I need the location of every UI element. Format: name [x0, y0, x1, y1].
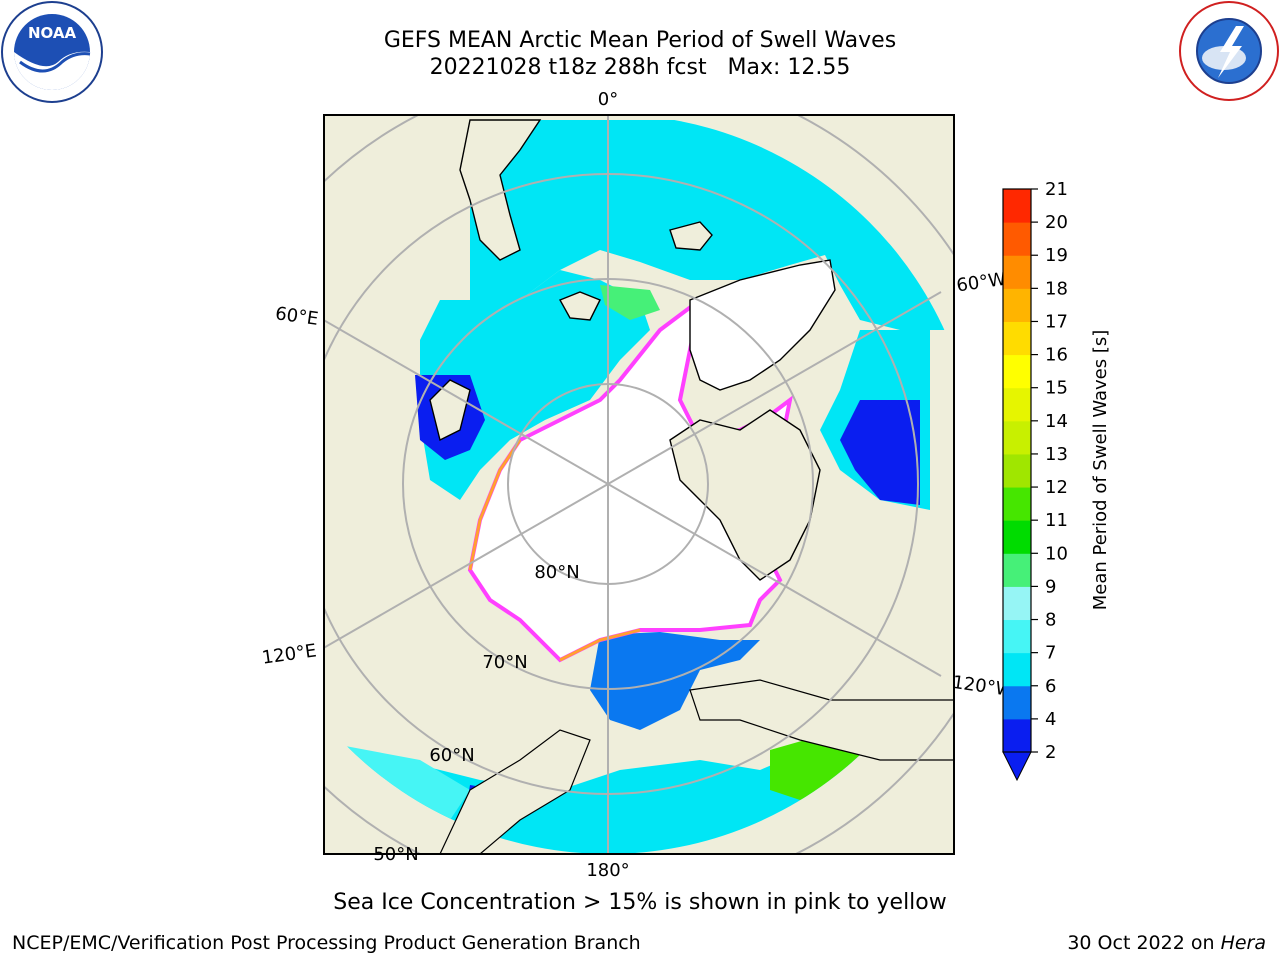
colorbar-swatch	[1003, 453, 1031, 488]
lat-label-70n: 70°N	[482, 652, 527, 673]
colorbar-swatch	[1003, 222, 1031, 256]
colorbar-frame	[1002, 188, 1032, 753]
sea-ice-note: Sea Ice Concentration > 15% is shown in …	[333, 890, 947, 915]
colorbar-swatch	[1003, 487, 1031, 521]
colorbar-swatch	[1003, 586, 1031, 621]
lat-label-50n: 50°N	[373, 844, 418, 865]
iceland	[669, 221, 713, 251]
colorbar-swatch	[1003, 652, 1031, 687]
colorbar-tick-label: 2	[1045, 742, 1056, 763]
footer-machine: Hera	[1220, 932, 1266, 954]
greenland	[689, 259, 836, 391]
svalbard	[559, 291, 601, 321]
colorbar-swatch	[1003, 321, 1031, 356]
scandinavia	[459, 119, 542, 261]
footer-credit: NCEP/EMC/Verification Post Processing Pr…	[12, 932, 641, 954]
footer-date: 30 Oct 2022 on Hera	[1067, 932, 1266, 954]
colorbar-swatch	[1003, 718, 1031, 753]
lon-label-60e: 60°E	[274, 303, 320, 330]
colorbar-tick-label: 10	[1045, 543, 1068, 564]
colorbar-tick-label: 20	[1045, 212, 1068, 233]
colorbar-tick-label: 21	[1045, 179, 1068, 200]
colorbar-tick-label: 19	[1045, 245, 1068, 266]
colorbar: 2 4 6 7 8 9 10 11 12 13 14 15 16 17 18 19 20 21 Mean Peri…	[1002, 179, 1111, 782]
svg-text:NOAA: NOAA	[28, 24, 77, 42]
colorbar-tick-label: 14	[1045, 411, 1068, 432]
lon-label-60w: 60°W	[955, 269, 1007, 297]
lat-label-60n: 60°N	[429, 745, 474, 766]
colorbar-tick-label: 9	[1045, 576, 1056, 597]
lon-label-0: 0°	[598, 89, 618, 110]
colorbar-tick-label: 4	[1045, 709, 1056, 730]
colorbar-swatch	[1003, 288, 1031, 322]
chukotka-kamchatka	[439, 729, 591, 854]
noaa-logo: NOAA	[1, 1, 103, 103]
colorbar-tick-label: 12	[1045, 477, 1068, 498]
novaya-zemlya	[429, 379, 471, 442]
colorbar-label: Mean Period of Swell Waves [s]	[1090, 330, 1111, 611]
colorbar-tick-label: 6	[1045, 676, 1056, 697]
colorbar-swatch	[1003, 685, 1031, 720]
canadian-archipelago	[669, 409, 821, 581]
map-title: GEFS MEAN Arctic Mean Period of Swell Wa…	[383, 28, 897, 53]
colorbar-tick-label: 17	[1045, 311, 1068, 332]
footer-date-text: 30 Oct 2022 on	[1067, 932, 1221, 954]
graticule	[324, 115, 954, 854]
colorbar-swatch	[1003, 189, 1031, 223]
colorbar-swatch	[1003, 520, 1031, 554]
colorbar-tick-label: 16	[1045, 345, 1068, 366]
colorbar-swatch	[1003, 420, 1031, 455]
colorbar-tick-label: 15	[1045, 378, 1068, 399]
colorbar-tick-label: 18	[1045, 278, 1068, 299]
colorbar-swatch	[1003, 255, 1031, 289]
colorbar-swatch	[1003, 619, 1031, 654]
colorbar-tick-label: 8	[1045, 610, 1056, 631]
colorbar-swatch	[1003, 553, 1031, 587]
colorbar-extend-arrow	[1002, 751, 1032, 782]
map-frame	[323, 114, 955, 855]
colorbar-tick-label: 7	[1045, 643, 1056, 664]
lat-label-80n: 80°N	[534, 562, 579, 583]
colorbar-tick-label: 11	[1045, 510, 1068, 531]
colorbar-tick-label: 13	[1045, 444, 1068, 465]
nws-logo	[1179, 1, 1279, 101]
lon-label-120e: 120°E	[261, 640, 318, 668]
map-subtitle: 20221028 t18z 288h fcst Max: 12.55	[429, 55, 851, 80]
lon-label-180: 180°	[586, 860, 629, 881]
colorbar-swatch	[1003, 354, 1031, 389]
colorbar-swatch	[1003, 387, 1031, 422]
